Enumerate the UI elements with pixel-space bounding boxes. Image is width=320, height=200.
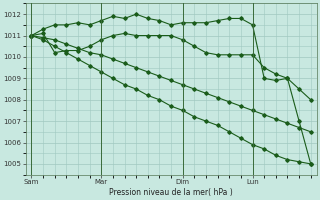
X-axis label: Pression niveau de la mer( hPa ): Pression niveau de la mer( hPa ) (109, 188, 233, 197)
